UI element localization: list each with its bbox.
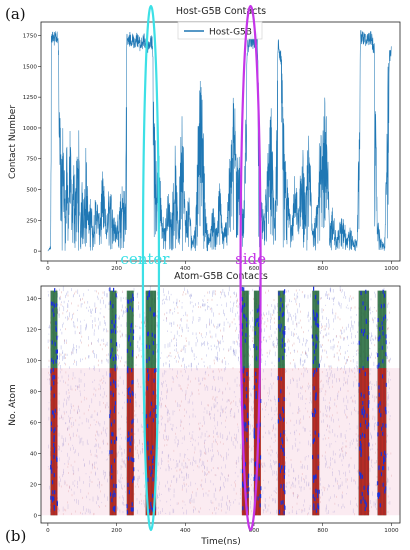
dense-band-strips: [253, 290, 260, 516]
top-y-axis-label: Contact Number: [8, 105, 18, 179]
bottom-x-tick-label-1000: 1000: [384, 528, 399, 534]
dense-band-strips: [312, 290, 319, 516]
panel-label-b: (b): [5, 527, 26, 545]
dense-band-red: [241, 368, 249, 516]
bottom-y-tick-label-100: 100: [26, 358, 37, 364]
dense-band: [126, 290, 135, 516]
top-legend: Host-G5B: [177, 21, 263, 40]
dense-band-blue: [311, 286, 320, 513]
top-x-tick-label-400: 400: [180, 266, 191, 272]
center-oval: [141, 4, 161, 532]
dense-band-red: [278, 368, 285, 516]
dense-band-strips: [277, 290, 284, 516]
dense-band-red: [109, 368, 117, 516]
dense-band-strips: [126, 290, 133, 516]
bottom-y-tick-label-60: 60: [30, 420, 38, 426]
host-g5b-line: [47, 30, 392, 252]
dense-band: [277, 289, 286, 516]
dense-band-blue: [377, 289, 387, 508]
top-x-tick-label-800: 800: [317, 266, 328, 272]
center-label: center: [120, 250, 170, 268]
legend-label-host-g5b: Host-G5B: [209, 28, 252, 38]
bottom-y-axis-label: No. Atom: [8, 384, 18, 426]
legend-box: [177, 21, 263, 40]
top-y-tick-label-1500: 1500: [23, 64, 38, 70]
top-y-tick-label-1250: 1250: [23, 95, 38, 101]
top-y-tick-label-0: 0: [33, 249, 37, 255]
top-x-tick-label-0: 0: [46, 266, 50, 272]
dense-band-blue: [277, 289, 286, 515]
side-oval: [239, 4, 262, 532]
dense-band-red: [358, 368, 370, 516]
bottom-chart-title: Atom-G5B Contacts: [174, 271, 268, 282]
top-x-tick-label-200: 200: [111, 266, 122, 272]
top-ticks: 0 200 400 600 800 1000 0 250 500 750 1000 1250 1500 1…: [23, 34, 399, 272]
bottom-plot-bg: [41, 286, 400, 523]
top-y-tick-label-250: 250: [26, 218, 37, 224]
panel-label-a: (a): [5, 5, 26, 23]
dense-band: [377, 289, 387, 516]
side-label: side: [235, 250, 266, 268]
dense-band-blue: [50, 288, 58, 511]
bottom-y-tick-label-120: 120: [26, 327, 37, 333]
bottom-y-tick-label-20: 20: [30, 482, 38, 488]
top-y-tick-label-1000: 1000: [23, 126, 38, 132]
dense-band-strips: [50, 290, 57, 516]
bottom-y-tick-label-40: 40: [30, 451, 38, 457]
dense-band: [358, 289, 370, 516]
bottom-ticks: 0 200 400 600 800 1000 0 20 40 60 80 100 120 140: [26, 296, 399, 534]
top-plot-area: [47, 30, 392, 252]
top-x-tick-label-600: 600: [249, 266, 260, 272]
bottom-x-axis-label: Time(ns): [200, 537, 240, 547]
bottom-plot-frame: [40, 285, 401, 524]
bottom-y-tick-label-80: 80: [30, 389, 38, 395]
dense-band-blue: [126, 293, 135, 515]
dense-band-blue: [358, 289, 370, 511]
dense-band-red: [145, 368, 157, 516]
dense-band-red: [312, 368, 320, 516]
bottom-x-tick-label-200: 200: [111, 528, 122, 534]
bottom-y-tick-label-140: 140: [26, 296, 37, 302]
dense-band-strips: [109, 290, 116, 516]
bottom-x-tick-label-600: 600: [249, 528, 260, 534]
bottom-x-tick-label-0: 0: [46, 528, 50, 534]
top-y-tick-label-1750: 1750: [23, 34, 38, 40]
dense-band-blue: [109, 287, 118, 513]
bottom-y-tick-label-0: 0: [33, 513, 37, 519]
pink-band: [41, 368, 400, 516]
top-x-tick-label-1000: 1000: [384, 266, 399, 272]
top-chart-title: Host-G5B Contacts: [176, 6, 266, 17]
top-chart: Host-G5B Contacts Contact Number 0 200 400…: [8, 6, 401, 272]
top-y-tick-label-750: 750: [26, 157, 37, 163]
bottom-chart: Atom-G5B Contacts No. Atom Time(ns) 0 200…: [8, 271, 401, 547]
dense-band: [311, 286, 320, 516]
bottom-x-tick-label-400: 400: [180, 528, 191, 534]
dense-band: [109, 287, 118, 516]
dense-band: [50, 288, 58, 516]
top-y-tick-label-500: 500: [26, 188, 37, 194]
bottom-x-tick-label-800: 800: [317, 528, 328, 534]
